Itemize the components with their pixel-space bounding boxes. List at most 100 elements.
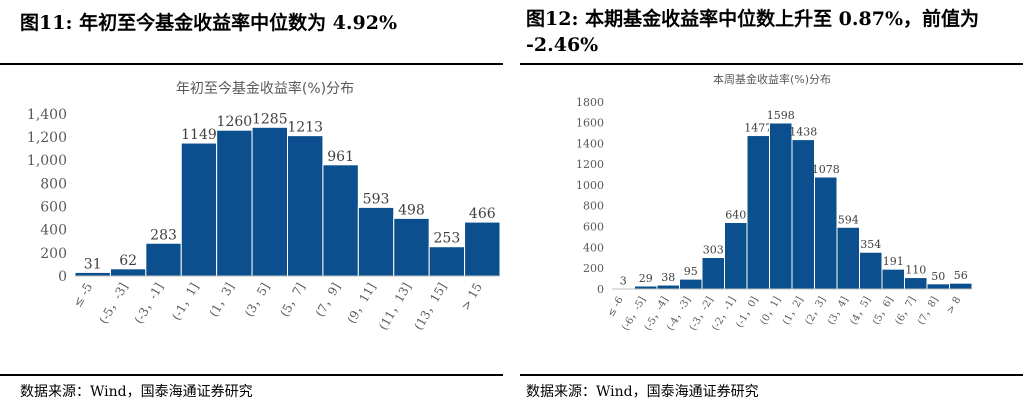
figure-left: 图11: 年初至今基金收益率中位数为 4.92% 年初至今基金收益率(%)分布 0… — [0, 0, 503, 406]
top-rule — [0, 63, 503, 65]
y-tick-label: 0 — [58, 269, 67, 285]
chart-title: 年初至今基金收益率(%)分布 — [176, 80, 354, 97]
source-note: 数据来源：Wind，国泰海通证券研究 — [526, 384, 759, 400]
x-tick-label: (9，11] — [344, 281, 378, 326]
figure-title: 图12: 本期基金收益率中位数上升至 0.87%，前值为 -2.46% — [526, 8, 980, 56]
bar — [814, 176, 838, 290]
data-label: 62 — [119, 253, 137, 269]
bar — [428, 246, 466, 277]
bar — [926, 283, 950, 290]
top-rule — [520, 63, 1023, 65]
bar — [701, 257, 725, 290]
bar-chart-ytd-returns: 年初至今基金收益率(%)分布 0 200 400 600 800 1,000 1,200 1,4… — [27, 80, 501, 333]
data-label: 283 — [150, 227, 177, 243]
bar — [109, 268, 147, 277]
figure-title: 图11: 年初至今基金收益率中位数为 4.92% — [20, 12, 398, 34]
y-tick-label: 400 — [40, 223, 67, 239]
data-label: 303 — [703, 244, 724, 257]
x-tick-label: (-3，-1] — [132, 281, 166, 327]
y-tick-label: 1000 — [576, 179, 604, 192]
x-tick-label: (5，7] — [277, 281, 307, 320]
bar — [464, 221, 501, 277]
data-label: 191 — [883, 255, 904, 268]
chart-title: 本周基金收益率(%)分布 — [713, 72, 831, 86]
data-label: 1477 — [744, 122, 772, 135]
x-tick-label: (-1，1] — [169, 281, 201, 323]
bar — [74, 271, 111, 277]
x-tick-label: ≤ -6 — [606, 295, 626, 319]
bar — [769, 122, 793, 290]
y-tick-label: 0 — [597, 283, 604, 296]
y-tick-label: 1400 — [576, 137, 604, 150]
bar — [180, 142, 218, 277]
y-tick-label: 1600 — [576, 117, 604, 130]
bar — [949, 282, 973, 290]
bar — [859, 251, 883, 290]
data-label: 354 — [860, 238, 881, 251]
y-tick-label: 600 — [40, 199, 67, 215]
y-tick-label: 1,000 — [27, 153, 67, 169]
y-tick-label: 1200 — [576, 158, 604, 171]
data-label: 1213 — [287, 120, 323, 136]
x-tick-label: > 15 — [458, 281, 485, 313]
data-label: 1149 — [181, 127, 217, 143]
x-tick-label: ≤ -5 — [70, 281, 95, 310]
x-tick-label: > 8 — [945, 295, 963, 316]
x-tick-label: (-1，0] — [734, 295, 761, 330]
bar — [216, 129, 253, 277]
data-label: 594 — [838, 213, 859, 226]
data-label: 38 — [661, 271, 675, 284]
y-tick-label: 200 — [583, 262, 604, 275]
y-tick-label: 400 — [583, 241, 604, 254]
data-label: 29 — [639, 272, 653, 285]
x-tick-label: (-5，-3] — [96, 281, 130, 327]
data-label: 640 — [725, 209, 746, 222]
data-label: 1078 — [812, 163, 840, 176]
bar — [322, 164, 359, 277]
data-label: 1285 — [252, 111, 288, 127]
data-label: 3 — [620, 275, 627, 288]
bar — [881, 268, 905, 290]
bar — [145, 242, 182, 277]
x-tick-label: (1，2] — [781, 295, 806, 327]
y-tick-label: 800 — [40, 176, 67, 192]
bar — [724, 222, 748, 290]
x-tick-label: (7，9] — [313, 281, 343, 320]
bar — [836, 226, 860, 290]
x-tick-label: (7，8] — [916, 295, 941, 327]
x-tick-label: (6，7] — [894, 295, 919, 327]
x-tick-label: (13，15] — [411, 281, 449, 333]
data-label: 961 — [327, 149, 354, 165]
bottom-rule — [520, 374, 1023, 376]
y-tick-label: 600 — [583, 221, 604, 234]
data-label: 1260 — [217, 114, 253, 130]
data-label: 466 — [469, 206, 496, 222]
y-tick-label: 1800 — [576, 96, 604, 109]
data-label: 593 — [363, 191, 390, 207]
bar — [679, 278, 703, 290]
data-label: 1438 — [789, 126, 817, 139]
bar — [251, 126, 288, 277]
data-label: 110 — [905, 264, 926, 277]
bar-chart-weekly-returns: 本周基金收益率(%)分布 0 200 400 600 800 1000 1200 1400 160… — [576, 72, 973, 333]
bar — [287, 135, 324, 277]
data-label: 1598 — [767, 109, 795, 122]
y-tick-label: 800 — [583, 200, 604, 213]
y-tick-label: 1,400 — [27, 107, 67, 123]
data-label: 95 — [684, 265, 698, 278]
data-label: 50 — [931, 270, 945, 283]
figure-right: 图12: 本期基金收益率中位数上升至 0.87%，前值为 -2.46% 本周基金… — [520, 0, 1023, 406]
y-tick-label: 1,200 — [27, 130, 67, 146]
x-tick-label: (3，5] — [242, 281, 272, 320]
x-tick-label: (11，13] — [376, 281, 414, 333]
data-label: 56 — [954, 269, 968, 282]
data-label: 253 — [434, 231, 461, 247]
bar — [393, 217, 430, 277]
data-label: 31 — [84, 256, 102, 272]
bar — [656, 284, 680, 290]
x-tick-label: (0，1] — [759, 295, 784, 327]
x-tick-label: (3，4] — [826, 295, 851, 327]
bar — [357, 206, 395, 277]
x-tick-label: (2，3] — [804, 295, 829, 327]
y-tick-label: 200 — [40, 246, 67, 262]
